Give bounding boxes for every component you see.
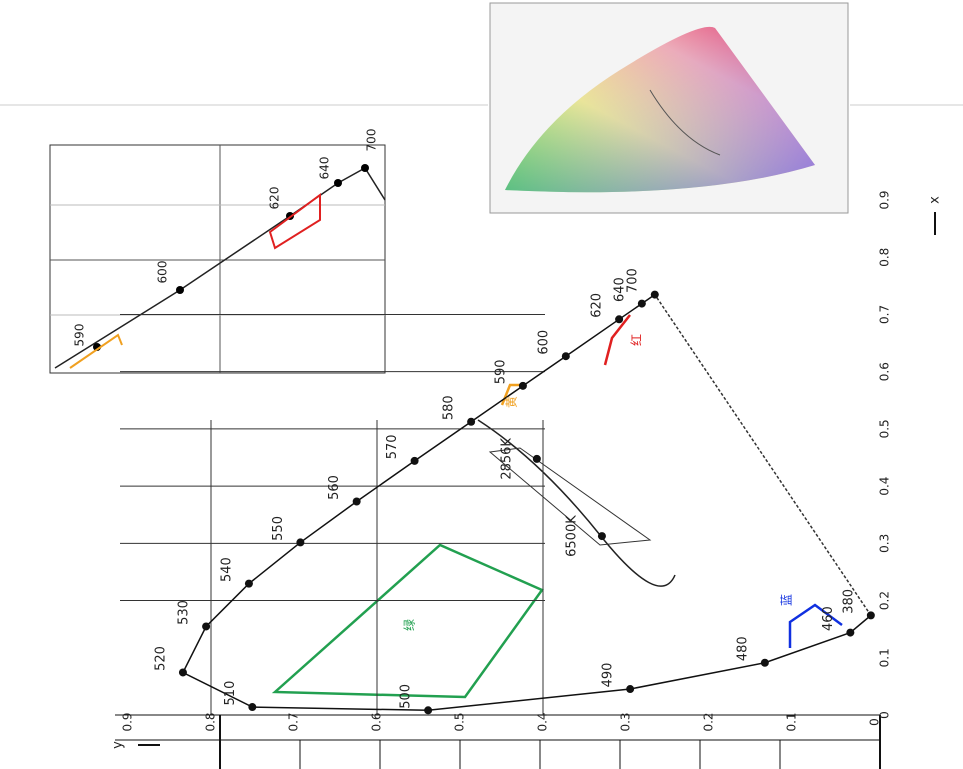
x-tick-label: 0.9 (878, 190, 892, 209)
x-tick-label: 0.3 (878, 534, 892, 553)
x-tick-label: 0.8 (878, 248, 892, 267)
white-region (488, 447, 652, 546)
wavelength-label: 500 (399, 684, 414, 709)
wavelength-label: 640 (612, 277, 627, 302)
locus-point (650, 290, 659, 299)
wavelength-label: 700 (625, 268, 640, 293)
wavelength-label: 570 (385, 434, 400, 459)
green-region (271, 543, 544, 699)
x-axis-label: x (928, 196, 943, 204)
white-point (597, 532, 606, 541)
wavelength-label: 580 (442, 395, 457, 420)
x-tick-label: 0.4 (878, 477, 892, 496)
wavelength-label: 380 (841, 589, 856, 614)
wavelength-label: 540 (219, 557, 234, 582)
y-tick-label: 0 (868, 718, 882, 726)
inset (49, 144, 386, 374)
spectral-locus (181, 293, 872, 712)
wavelength-label: 550 (271, 516, 286, 541)
y-tick-label: 0.2 (702, 712, 716, 731)
wavelength-label: 490 (601, 663, 616, 688)
y-tick-label: 0.1 (785, 712, 799, 731)
locus-point (248, 703, 257, 712)
locus-point (561, 352, 570, 361)
wavelength-label: 560 (327, 475, 342, 500)
x-tick-label: 0.7 (878, 305, 892, 324)
locus-point (296, 538, 305, 547)
wavelength-label: 620 (590, 293, 605, 318)
white-point (532, 454, 541, 463)
white-point-label: 2856K (499, 438, 514, 480)
locus-point (424, 706, 433, 715)
region-label: 蓝 (780, 594, 794, 606)
locus-point (615, 315, 624, 324)
y-tick-label: 0.3 (619, 712, 633, 731)
region-label: 红 (629, 334, 644, 346)
gamut-image (489, 2, 849, 214)
wavelength-label: 590 (493, 359, 508, 384)
locus-point (202, 622, 211, 631)
wavelength-label: 510 (223, 681, 238, 706)
y-tick-label: 0.5 (453, 712, 467, 731)
inset-label: 600 (156, 261, 170, 284)
x-tick-label: 0.6 (878, 362, 892, 381)
locus-point (518, 381, 527, 390)
locus-point (352, 497, 361, 506)
table (115, 714, 881, 769)
locus-point (846, 628, 855, 637)
wavelength-label: 600 (536, 330, 551, 355)
y-tick-label: 0.6 (370, 712, 384, 731)
planck-locus (477, 419, 676, 587)
y-axis-label: y (111, 741, 126, 749)
y-tick-label: 0.8 (204, 712, 218, 731)
locus-point (244, 579, 253, 588)
locus-point (637, 299, 646, 308)
x-tick-label: 0 (878, 711, 892, 719)
wavelength-label: 480 (735, 636, 750, 661)
region-label: 绿 (402, 619, 417, 631)
purple-line (654, 294, 872, 616)
wavelength-label: 460 (821, 606, 836, 631)
inset-label: 700 (365, 129, 379, 152)
locus-point (760, 658, 769, 667)
inset-label: 590 (73, 324, 87, 347)
locus-point (866, 611, 875, 620)
locus-point (467, 417, 476, 426)
locus-point (178, 668, 187, 677)
y-tick-label: 0.4 (536, 712, 550, 731)
white-point-label: 6500K (564, 515, 579, 557)
blue-region (788, 603, 843, 648)
locus-point (410, 456, 419, 465)
y-tick-label: 0.7 (287, 712, 301, 731)
x-tick-label: 0.1 (878, 648, 892, 667)
inset-label: 620 (268, 187, 282, 210)
y-tick-label: 0.9 (121, 712, 135, 731)
x-tick-label: 0.5 (878, 419, 892, 438)
x-tick-label: 0.2 (878, 591, 892, 610)
inset-label: 640 (318, 157, 332, 180)
wavelength-label: 520 (153, 646, 168, 671)
locus-point (626, 685, 635, 694)
red-region (603, 314, 631, 366)
region-label: 黄 (505, 396, 519, 408)
wavelength-label: 530 (177, 600, 192, 625)
